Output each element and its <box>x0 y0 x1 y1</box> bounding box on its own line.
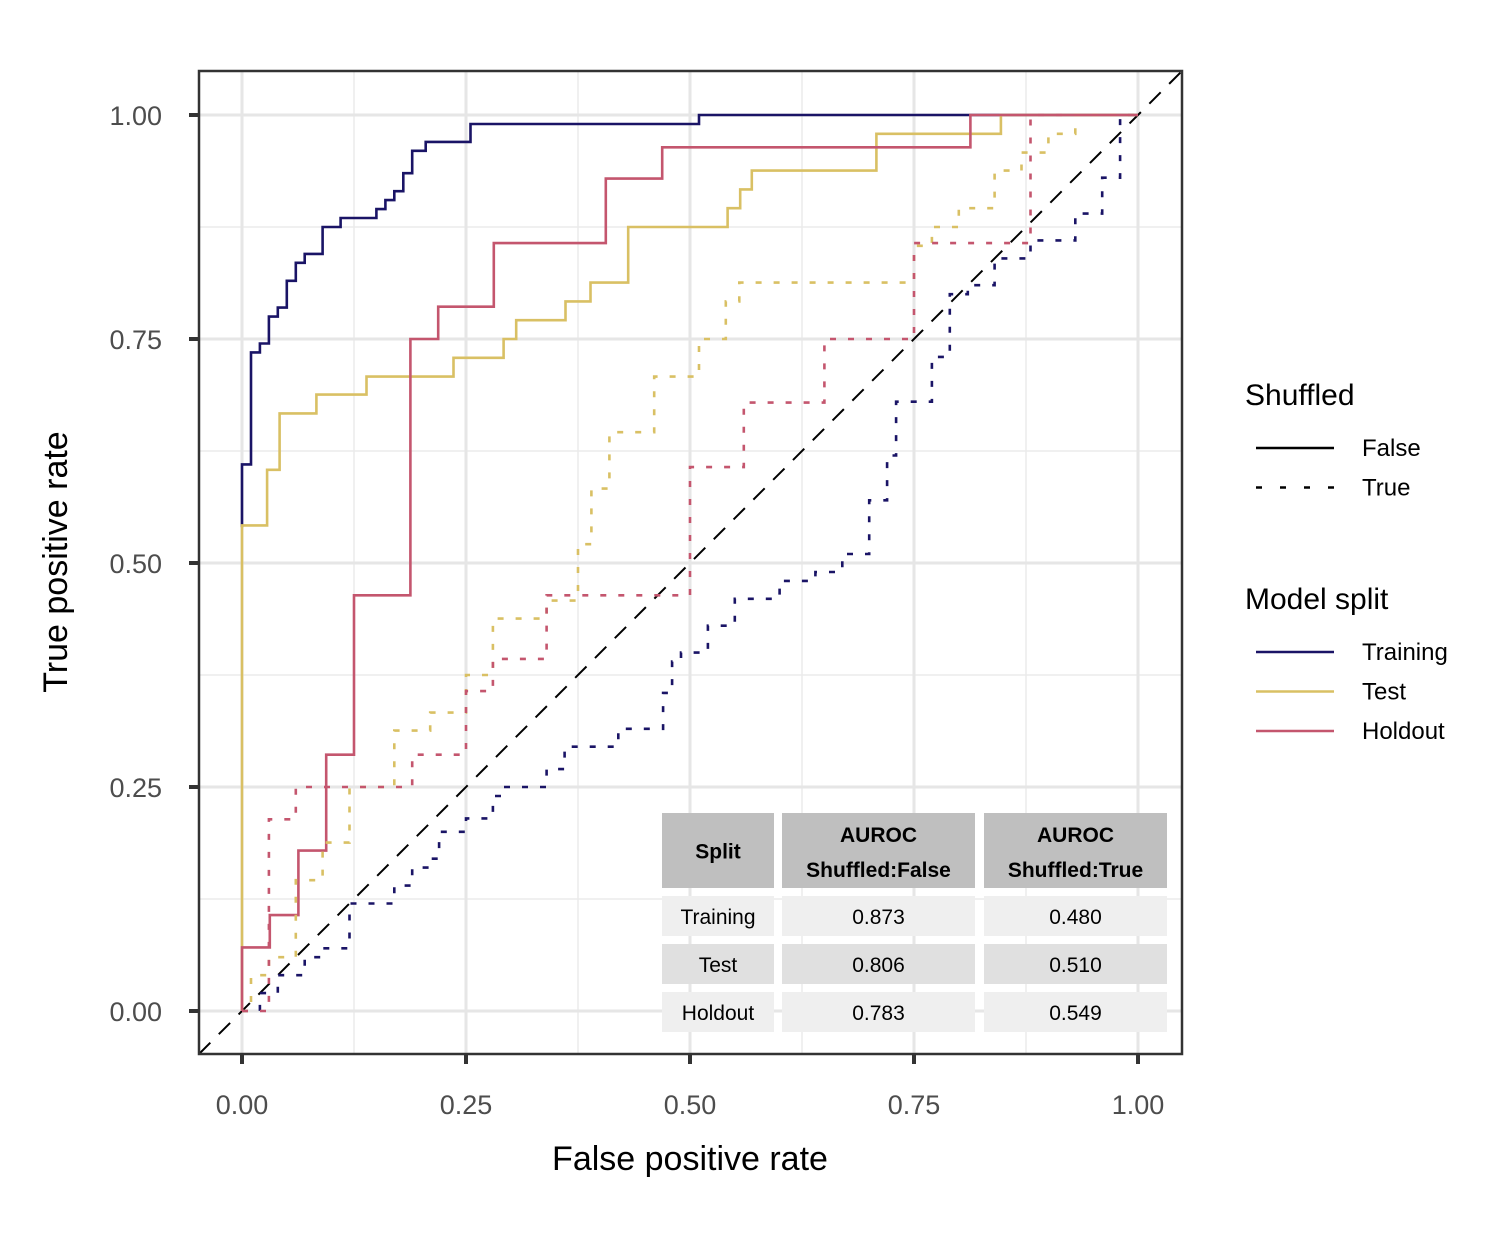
table-cell <box>662 944 774 984</box>
table-header-label: AUROC <box>1037 824 1114 847</box>
legend-title: Model split <box>1245 583 1389 616</box>
legend-label: Holdout <box>1362 718 1445 745</box>
table-cell-value: 0.480 <box>1049 906 1102 929</box>
table-cell-value: Training <box>680 906 755 929</box>
legend-title: Shuffled <box>1245 379 1355 412</box>
table-header-label: Shuffled:False <box>806 859 951 882</box>
y-axis-title: True positive rate <box>37 431 75 692</box>
roc-curve-holdout-shuffled-false <box>240 113 1138 1011</box>
table-cell <box>984 944 1167 984</box>
legend-label: Training <box>1362 639 1448 666</box>
table-cell-value: 0.806 <box>852 954 905 977</box>
x-tick-label: 0.00 <box>216 1090 269 1120</box>
table-cell-value: Holdout <box>682 1002 755 1025</box>
table-cell-value: 0.783 <box>852 1002 905 1025</box>
legend-label: Test <box>1362 679 1406 706</box>
y-tick-label: 0.50 <box>109 549 162 579</box>
table-header-cell <box>662 813 774 888</box>
x-tick-label: 1.00 <box>1112 1090 1165 1120</box>
table-cell <box>782 944 975 984</box>
roc-curve-test-shuffled-true <box>242 113 1138 1013</box>
table-header-label: AUROC <box>840 824 917 847</box>
table-cell <box>984 896 1167 936</box>
x-tick-label: 0.75 <box>888 1090 941 1120</box>
roc-curves <box>198 71 1182 1055</box>
table-header-cell <box>984 813 1167 888</box>
table-header-label: Shuffled:True <box>1008 859 1143 882</box>
table-cell <box>984 992 1167 1032</box>
y-tick-label: 0.00 <box>109 997 162 1027</box>
table-cell-value: 0.510 <box>1049 954 1102 977</box>
roc-curve-training-shuffled-false <box>240 113 1138 528</box>
table-cell-value: Test <box>699 954 738 977</box>
roc-curve-test-shuffled-false <box>240 113 1138 1011</box>
x-tick-label: 0.25 <box>440 1090 493 1120</box>
axis-ticks: 0.00 0.25 0.50 0.75 1.00 0.00 0.25 0.50 0.75 1.00 <box>109 101 1164 1120</box>
y-tick-label: 1.00 <box>109 101 162 131</box>
table-cell-value: 0.873 <box>852 906 905 929</box>
reference-diagonal-line <box>198 71 1182 1055</box>
table-cell-value: 0.549 <box>1049 1002 1102 1025</box>
table-cell <box>662 992 774 1032</box>
y-tick-label: 0.25 <box>109 773 162 803</box>
table-cell <box>782 896 975 936</box>
legend-label: True <box>1362 475 1410 502</box>
table-header-cell <box>782 813 975 888</box>
table-cell <box>662 896 774 936</box>
legend: Shuffled False True Model split Training Test… <box>1245 379 1448 745</box>
auroc-table: Split AUROC Shuffled:False AUROC Shuffled:Tr… <box>662 813 1167 1032</box>
x-tick-label: 0.50 <box>664 1090 717 1120</box>
table-header-label: Split <box>695 841 741 864</box>
x-axis-title: False positive rate <box>552 1140 828 1178</box>
table-cell <box>782 992 975 1032</box>
legend-label: False <box>1362 435 1421 462</box>
y-tick-label: 0.75 <box>109 325 162 355</box>
